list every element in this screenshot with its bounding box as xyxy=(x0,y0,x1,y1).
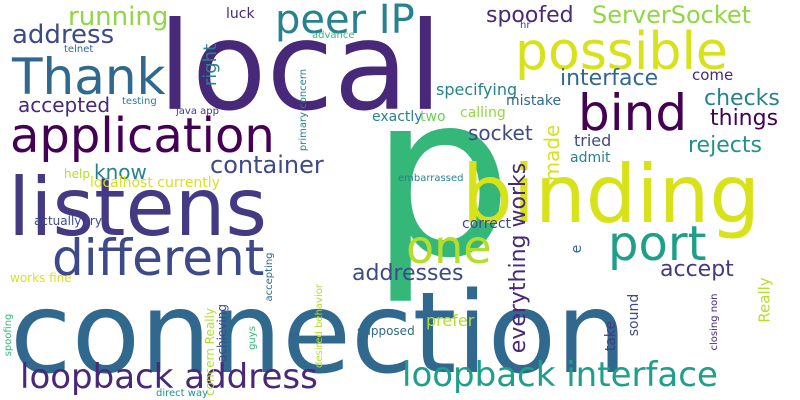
word-interface: interface xyxy=(560,66,659,91)
word-possible: possible xyxy=(515,22,728,82)
word-checks: checks xyxy=(704,86,780,111)
word-listens: listens xyxy=(8,161,268,254)
word-concern-really: guys xyxy=(247,326,258,350)
word-actually-try: telnet xyxy=(64,44,94,55)
word-addresses: addresses xyxy=(352,261,464,286)
word-testing: sound xyxy=(626,293,642,337)
word-come: made xyxy=(540,124,564,182)
word-sound: actually try xyxy=(34,214,102,228)
word-tried: know xyxy=(94,160,147,184)
word-embarrassed: Really xyxy=(755,277,774,323)
word-direct-way: java app xyxy=(176,106,219,117)
word-accept: accept xyxy=(660,257,734,282)
word-spoofing: achieving xyxy=(215,304,229,362)
word-hr: two xyxy=(420,109,446,125)
word-rejects: rejects xyxy=(688,133,762,158)
word-supposed: testing xyxy=(122,96,157,107)
word-loopback-interface: loopback interface xyxy=(402,355,718,395)
word-socket: accepted xyxy=(18,93,111,117)
word-calling: prefer xyxy=(426,311,475,330)
word-binding: binding xyxy=(462,148,761,241)
word-really: accepting xyxy=(264,252,275,302)
word-localhost-currently: hr xyxy=(520,20,531,31)
word-take: works fine xyxy=(10,271,72,285)
word-thank: Thank xyxy=(12,48,166,106)
word-container: container xyxy=(210,151,324,179)
word-e: localhost currently xyxy=(90,175,220,191)
word-running: running xyxy=(68,2,169,32)
word-advance: correct xyxy=(462,216,512,232)
word-accepted: everything works xyxy=(506,162,531,354)
word-desired-behavior: direct way xyxy=(156,388,208,399)
word-guys: supposed xyxy=(357,324,415,338)
word-local: local xyxy=(158,0,443,138)
word-two: specifying xyxy=(436,80,518,99)
word-specifying: tried xyxy=(574,131,612,150)
word-everything-works: primary concern xyxy=(298,68,309,152)
word-know: socket xyxy=(468,121,533,145)
word-mistake: come xyxy=(692,66,734,84)
word-peer-ip: peer IP xyxy=(275,0,415,43)
word-different: different xyxy=(52,229,265,287)
word-p: p xyxy=(370,46,513,308)
word-spoofed: spoofed xyxy=(486,3,574,28)
word-connection: connection xyxy=(10,269,628,399)
word-address: address xyxy=(12,20,115,50)
word-works-fine: advance xyxy=(312,30,355,41)
word-exactly: e xyxy=(569,244,585,254)
word-serversocket: ServerSocket xyxy=(592,1,752,29)
word-correct: calling xyxy=(460,105,506,121)
word-closing-non: closing non xyxy=(709,293,720,351)
word-one: one xyxy=(406,220,492,274)
word-right: help xyxy=(64,167,90,181)
word-bind: bind xyxy=(578,84,688,142)
word-made: embarrassed xyxy=(398,173,464,184)
word-loopback-address: loopback address xyxy=(20,357,318,397)
word-help: luck xyxy=(226,6,255,22)
word-things: things xyxy=(710,106,779,131)
word-prefer: right xyxy=(200,43,221,87)
word-luck: exactly xyxy=(372,109,423,125)
word-primary-concern: spoofing xyxy=(3,313,14,357)
word-application: application xyxy=(10,108,275,164)
word-achieving: desired behavior xyxy=(314,284,325,368)
word-admit: mistake xyxy=(506,93,562,109)
word-telnet: admit xyxy=(570,150,611,166)
word-port: port xyxy=(608,216,707,272)
word-java-app: take xyxy=(603,320,619,352)
